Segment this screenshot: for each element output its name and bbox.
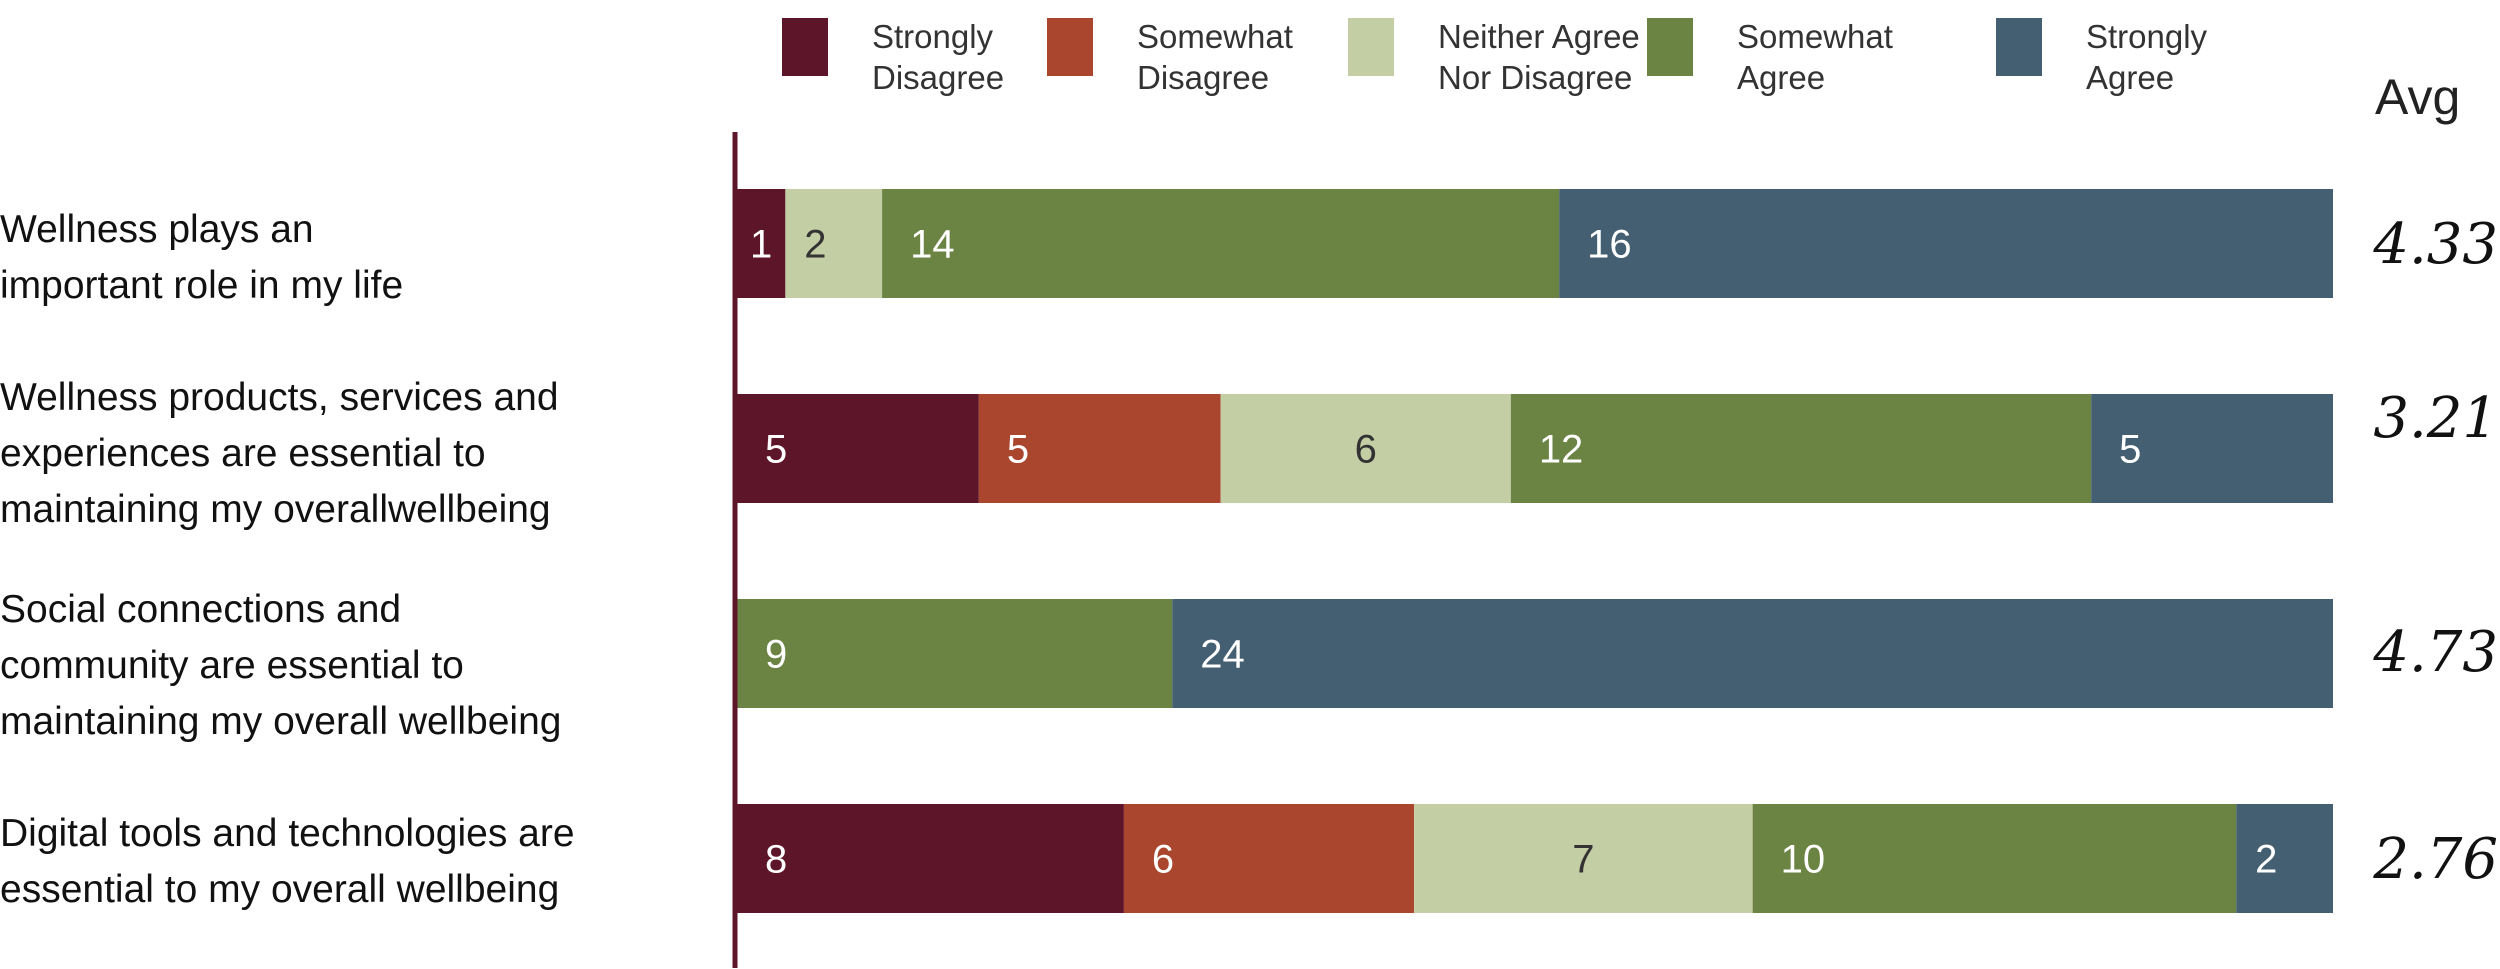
bar-segment [882, 189, 1560, 298]
bar-value-label: 16 [1587, 223, 1632, 267]
legend-label: Strongly Disagree [872, 18, 1005, 96]
bars-group: 1 2 14 165 5 6 12 59 248 6 7 10 2 [737, 189, 2333, 913]
legend-item: Strongly Agree [1996, 16, 2207, 98]
legend-label: Neither Agree Nor Disagree [1438, 18, 1640, 96]
bar-segment [737, 189, 786, 298]
bar-segment [978, 394, 1221, 503]
bar-segment [737, 599, 1173, 708]
bar-segment [1123, 804, 1415, 913]
bar-segment [1752, 804, 2237, 913]
category-label: Wellness plays an important role in my li… [0, 208, 404, 307]
avg-header: Avg [2375, 69, 2461, 125]
legend-swatch [1047, 18, 1093, 76]
legend-item: Neither Agree Nor Disagree [1348, 16, 1640, 98]
bar-segment [2236, 804, 2333, 913]
legend-item: Strongly Disagree [782, 16, 1004, 98]
bar-value-label: 5 [765, 428, 787, 472]
legend-label: Somewhat Disagree [1137, 18, 1293, 96]
legend-label: Somewhat Agree [1737, 18, 1893, 96]
avg-value: 4.73 [2373, 620, 2498, 685]
avg-value: 2.76 [2373, 827, 2498, 892]
legend-swatch [1647, 18, 1693, 76]
bar-value-label: 7 [1572, 838, 1594, 882]
bar-value-label: 10 [1781, 838, 1826, 882]
legend-swatch [782, 18, 828, 76]
category-label: Social connections and community are esse… [0, 588, 562, 743]
legend-swatch [1348, 18, 1394, 76]
category-label: Wellness products, services and experienc… [0, 376, 559, 531]
bar-segment [785, 189, 883, 298]
avg-value: 3.21 [2373, 386, 2498, 451]
bar-value-label: 12 [1539, 428, 1584, 472]
bar-segment [2091, 394, 2333, 503]
bar-segment [737, 394, 979, 503]
bar-value-label: 6 [1355, 428, 1377, 472]
bar-value-label: 14 [910, 223, 955, 267]
bar-value-label: 5 [2119, 428, 2141, 472]
category-label: Digital tools and technologies are essent… [0, 812, 575, 911]
bar-value-label: 1 [750, 223, 772, 267]
legend-label: Strongly Agree [2086, 18, 2208, 96]
legend-swatch [1996, 18, 2042, 76]
avg-value: 4.33 [2373, 212, 2498, 277]
bar-value-label: 2 [2255, 838, 2277, 882]
legend-item: Somewhat Disagree [1047, 16, 1293, 98]
bar-value-label: 24 [1200, 633, 1245, 677]
legend-item: Somewhat Agree [1647, 16, 1893, 98]
bar-value-label: 5 [1007, 428, 1029, 472]
bar-segment [1220, 394, 1511, 503]
bar-segment [1172, 599, 2333, 708]
bar-value-label: 2 [804, 223, 826, 267]
bar-segment [1510, 394, 2092, 503]
bar-segment [1414, 804, 1753, 913]
bar-value-label: 6 [1152, 838, 1174, 882]
bar-segment [737, 804, 1124, 913]
bar-value-label: 9 [765, 633, 787, 677]
bar-segment [1559, 189, 2333, 298]
bar-value-label: 8 [765, 838, 787, 882]
